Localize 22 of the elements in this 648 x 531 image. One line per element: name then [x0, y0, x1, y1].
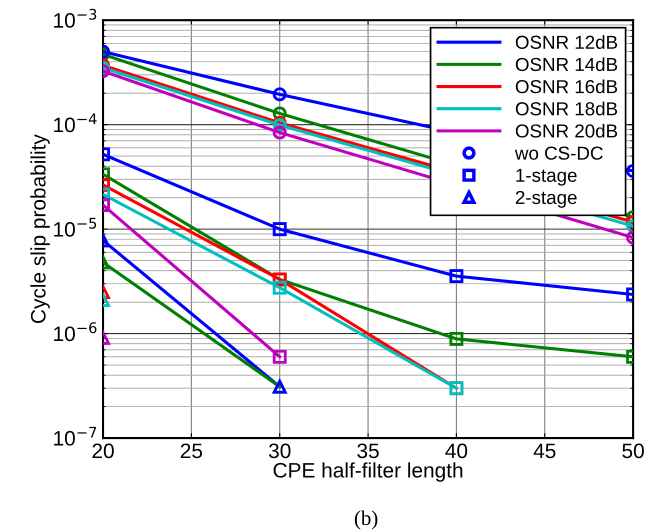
- x-tick-label: 35: [357, 443, 379, 458]
- legend-label: wo CS-DC: [514, 146, 603, 160]
- text: (b): [354, 510, 378, 530]
- legend-label: OSNR 14dB: [516, 57, 618, 72]
- legend-label: 1-stage: [516, 168, 577, 186]
- y-tick-label: 10$^{−4}$: [54, 113, 97, 132]
- x-tick-label: 25: [180, 443, 202, 458]
- legend-label: OSNR 18dB: [516, 102, 618, 116]
- x-tick-label: 50: [622, 443, 644, 458]
- x-tick-label: 40: [445, 443, 468, 458]
- y-tick-label: 10$^{−5}$: [54, 218, 96, 237]
- y-tick-label: 10$^{−6}$: [54, 322, 96, 342]
- x-axis-title: CPE half-filter length: [274, 462, 462, 482]
- legend-label: OSNR 20dB: [516, 124, 618, 138]
- y-axis-title: Cycle slip probability: [30, 134, 50, 324]
- x-tick-label: 20: [92, 443, 114, 458]
- legend-label: OSNR 16dB: [516, 80, 618, 94]
- legend-label: 2-stage: [516, 190, 577, 208]
- x-tick-label: 30: [268, 443, 290, 458]
- legend-label: OSNR 12dB: [516, 35, 618, 49]
- x-tick-label: 45: [534, 444, 556, 458]
- y-tick-label: 10$^{−3}$: [54, 8, 96, 28]
